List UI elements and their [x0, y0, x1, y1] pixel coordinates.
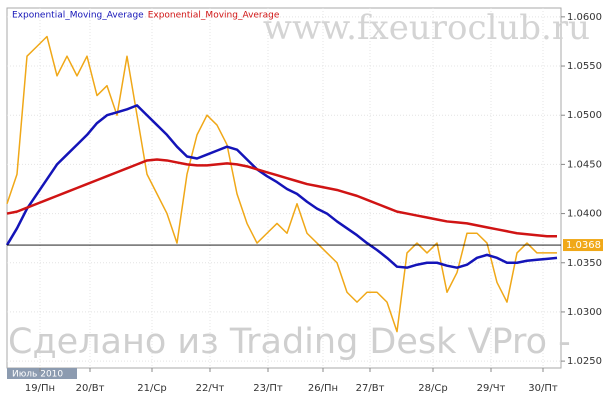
- period-label: Июль 2010: [12, 370, 63, 380]
- x-tick-label: 26/Пн: [308, 383, 338, 394]
- legend-entry: Exponential_Moving_Average: [148, 11, 280, 21]
- x-tick-label: 21/Ср: [137, 383, 166, 394]
- y-tick-label: 1.0300: [567, 307, 602, 318]
- y-tick-label: 1.0400: [567, 209, 602, 220]
- x-tick-label: 19/Пн: [25, 383, 55, 394]
- x-tick-label: 28/Ср: [418, 383, 447, 394]
- series-line: [5, 104, 558, 269]
- y-tick-label: 1.0500: [567, 110, 602, 121]
- last-value-label: 1.0368: [566, 240, 601, 251]
- y-tick-label: 1.0250: [567, 356, 602, 367]
- watermark: Сделано из Trading Desk VPro -: [8, 322, 571, 362]
- x-tick-label: 29/Чт: [477, 383, 506, 394]
- x-tick-label: 22/Чт: [196, 383, 225, 394]
- x-tick-label: 27/Вт: [356, 383, 385, 394]
- series-line: [6, 35, 557, 333]
- x-tick-label: 30/Пт: [528, 383, 558, 394]
- period-box: [7, 368, 77, 379]
- y-tick-label: 1.0600: [567, 12, 602, 23]
- watermark: www.fxeuroclub.ru: [263, 8, 590, 48]
- series-line: [6, 158, 557, 238]
- y-tick-label: 1.0550: [567, 61, 602, 72]
- x-tick-label: 23/Пт: [253, 383, 283, 394]
- y-tick-label: 1.0350: [567, 258, 602, 269]
- x-tick-label: 20/Вт: [76, 383, 105, 394]
- legend-entry: Exponential_Moving_Average: [12, 11, 144, 21]
- last-value-box: [563, 239, 603, 252]
- y-tick-label: 1.0450: [567, 159, 602, 170]
